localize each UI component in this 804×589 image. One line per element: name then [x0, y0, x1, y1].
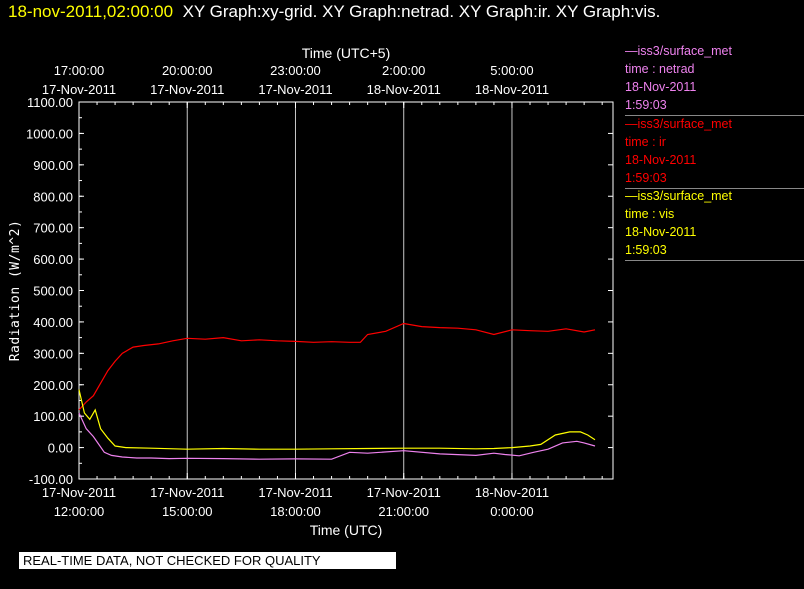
series-line-vis	[78, 389, 596, 450]
legend-ir: —iss3/surface_met time : ir 18-Nov-2011 …	[625, 115, 804, 189]
series-line-ir	[78, 322, 596, 411]
y-tick-label: 200.00	[33, 378, 73, 393]
legend-source: —iss3/surface_met	[625, 117, 732, 131]
y-axis-title: Radiation (W/m^2)	[8, 220, 23, 362]
legend-field: time : vis	[625, 207, 675, 221]
legend-date: 18-Nov-2011	[625, 225, 697, 239]
x-tick-label: 17-Nov-2011	[258, 485, 332, 500]
y-tick-label: 900.00	[33, 158, 73, 173]
legend-date: 18-Nov-2011	[625, 80, 697, 94]
legend-source: —iss3/surface_met	[625, 189, 732, 203]
x-tick-label: 17-Nov-2011	[367, 485, 441, 500]
legend-netrad: —iss3/surface_met time : netrad 18-Nov-2…	[625, 42, 804, 116]
x-tick-label: 21:00:00	[378, 504, 429, 519]
x-tick-label: 18-Nov-2011	[475, 485, 549, 500]
y-tick-label: 500.00	[33, 284, 73, 299]
x2-tick-label: 20:00:00	[162, 63, 213, 78]
legend-source: —iss3/surface_met	[625, 44, 732, 58]
y-tick-label: -100.00	[29, 472, 73, 487]
quality-disclaimer: REAL-TIME DATA, NOT CHECKED FOR QUALITY	[19, 552, 396, 569]
x-tick-label: 17-Nov-2011	[42, 485, 116, 500]
y-tick-label: 800.00	[33, 189, 73, 204]
x2-tick-label: 17-Nov-2011	[42, 82, 116, 97]
header-timestamp: 18-nov-2011,02:00:00	[8, 2, 174, 21]
x-tick-label: 0:00:00	[490, 504, 533, 519]
y-tick-label: 700.00	[33, 221, 73, 236]
legend-time: 1:59:03	[625, 171, 667, 185]
x-tick-label: 18:00:00	[270, 504, 321, 519]
x-tick-label: 12:00:00	[54, 504, 105, 519]
legend-date: 18-Nov-2011	[625, 153, 697, 167]
legend-field: time : ir	[625, 135, 666, 149]
y-tick-label: 400.00	[33, 315, 73, 330]
x-axis-title: Time (UTC)	[310, 522, 383, 538]
x2-tick-label: 2:00:00	[382, 63, 425, 78]
legend-time: 1:59:03	[625, 98, 667, 112]
x2-tick-label: 17-Nov-2011	[150, 82, 224, 97]
y-tick-label: 100.00	[33, 409, 73, 424]
header-graph-list: XY Graph:xy-grid. XY Graph:netrad. XY Gr…	[182, 2, 661, 21]
x2-tick-label: 23:00:00	[270, 63, 321, 78]
legend-field: time : netrad	[625, 62, 695, 76]
x-tick-label: 17-Nov-2011	[150, 485, 224, 500]
legend-time: 1:59:03	[625, 243, 667, 257]
y-tick-label: 1100.00	[27, 95, 73, 110]
y-tick-label: 1000.00	[26, 126, 73, 141]
series-line-netrad	[78, 412, 596, 460]
x2-tick-label: 18-Nov-2011	[367, 82, 441, 97]
x2-tick-label: 5:00:00	[490, 63, 533, 78]
x2-tick-label: 18-Nov-2011	[475, 82, 549, 97]
y-tick-label: 600.00	[33, 252, 73, 267]
plot-frame	[78, 101, 614, 480]
y-tick-label: 0.00	[48, 441, 73, 456]
x2-tick-label: 17:00:00	[54, 63, 105, 78]
x2-tick-label: 17-Nov-2011	[258, 82, 332, 97]
header-title: 18-nov-2011,02:00:00 XY Graph:xy-grid. X…	[8, 2, 660, 22]
y-tick-label: 300.00	[33, 346, 73, 361]
legend-vis: —iss3/surface_met time : vis 18-Nov-2011…	[625, 187, 804, 261]
x2-axis-title: Time (UTC+5)	[302, 45, 391, 61]
x-tick-label: 15:00:00	[162, 504, 213, 519]
